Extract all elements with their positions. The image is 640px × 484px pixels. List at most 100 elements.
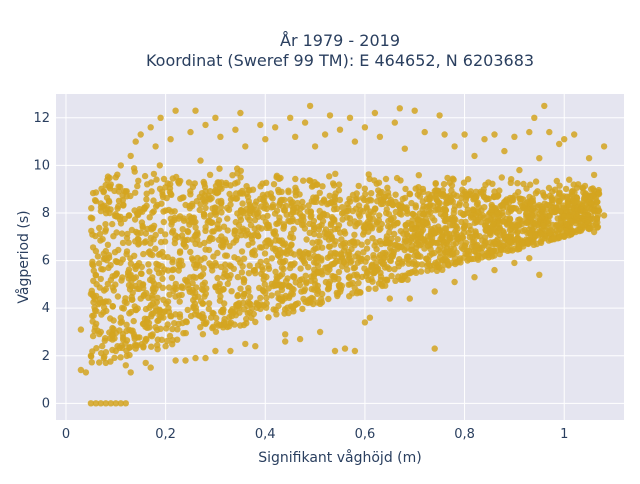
scatter-point <box>296 335 304 343</box>
scatter-point <box>412 204 419 211</box>
scatter-point <box>514 180 521 187</box>
scatter-point <box>275 175 283 182</box>
scatter-point <box>216 165 223 172</box>
scatter-point <box>365 285 372 292</box>
scatter-point <box>202 224 209 231</box>
x-tick-label: 0,4 <box>255 427 276 442</box>
scatter-point <box>520 180 527 188</box>
scatter-point <box>89 312 96 320</box>
scatter-point <box>157 227 164 235</box>
scatter-point <box>77 326 85 333</box>
scatter-point <box>459 186 466 193</box>
scatter-point <box>206 188 214 195</box>
scatter-point <box>199 331 207 338</box>
scatter-point <box>251 216 259 224</box>
scatter-point <box>496 187 503 194</box>
scatter-point <box>112 174 120 181</box>
scatter-point <box>109 336 116 343</box>
scatter-point <box>145 294 152 301</box>
scatter-point <box>231 227 239 234</box>
scatter-point <box>411 107 418 114</box>
scatter-point <box>330 273 338 280</box>
scatter-point <box>580 195 588 202</box>
scatter-point <box>571 131 578 138</box>
scatter-point <box>311 143 319 150</box>
scatter-point <box>272 245 279 252</box>
scatter-point <box>292 175 299 183</box>
scatter-point <box>449 175 456 182</box>
scatter-point <box>465 247 473 255</box>
scatter-point <box>388 272 395 280</box>
scatter-point <box>100 188 108 195</box>
scatter-point <box>459 211 467 218</box>
scatter-point <box>269 201 277 209</box>
scatter-point <box>427 201 434 208</box>
scatter-point <box>272 232 279 239</box>
scatter-point <box>199 300 207 307</box>
scatter-point <box>415 172 422 179</box>
scatter-point <box>351 284 358 291</box>
scatter-point <box>451 143 458 150</box>
scatter-point <box>394 236 401 243</box>
scatter-point <box>209 228 216 235</box>
scatter-point <box>381 276 389 284</box>
scatter-point <box>117 319 124 326</box>
scatter-point <box>467 214 475 221</box>
scatter-point <box>331 225 338 233</box>
scatter-point <box>424 267 431 274</box>
scatter-point <box>589 192 597 199</box>
scatter-point <box>365 213 373 220</box>
scatter-point <box>127 152 134 160</box>
scatter-point <box>117 220 125 227</box>
scatter-point <box>202 188 209 195</box>
scatter-point <box>458 232 465 239</box>
scatter-point <box>360 224 367 231</box>
scatter-point <box>334 292 341 300</box>
scatter-point <box>506 215 514 222</box>
scatter-point <box>532 232 539 239</box>
scatter-point <box>191 294 199 301</box>
scatter-point <box>301 119 309 126</box>
scatter-point <box>232 190 240 197</box>
scatter-point <box>389 201 396 208</box>
scatter-point <box>399 272 406 279</box>
scatter-point <box>579 184 586 191</box>
scatter-point <box>136 279 143 287</box>
scatter-point <box>162 231 169 238</box>
scatter-point <box>353 290 361 297</box>
scatter-point <box>595 190 603 198</box>
scatter-point <box>281 310 288 317</box>
scatter-point <box>135 236 142 243</box>
scatter-point <box>97 328 105 336</box>
scatter-point <box>164 298 172 305</box>
scatter-point <box>362 258 369 265</box>
scatter-point <box>461 131 468 138</box>
scatter-point <box>241 306 248 313</box>
scatter-point <box>466 255 473 263</box>
scatter-point <box>169 325 176 333</box>
scatter-point <box>237 285 244 292</box>
scatter-point <box>232 237 240 244</box>
scatter-point <box>480 193 488 200</box>
scatter-point <box>270 181 278 188</box>
scatter-point <box>117 354 124 361</box>
scatter-point <box>520 196 527 203</box>
scatter-point <box>278 264 286 271</box>
scatter-point <box>451 278 458 286</box>
scatter-point <box>361 185 368 192</box>
scatter-point <box>123 347 130 354</box>
scatter-point <box>485 179 492 186</box>
scatter-point <box>239 200 246 207</box>
scatter-point <box>537 230 545 238</box>
scatter-point <box>388 253 395 260</box>
scatter-point <box>365 171 372 178</box>
scatter-point <box>88 227 95 235</box>
scatter-point <box>328 214 336 221</box>
scatter-point <box>138 263 145 271</box>
scatter-point <box>415 230 422 238</box>
scatter-point <box>212 211 219 218</box>
scatter-point <box>168 191 175 198</box>
scatter-point <box>115 246 122 254</box>
scatter-point <box>122 340 129 347</box>
scatter-point <box>217 204 225 211</box>
